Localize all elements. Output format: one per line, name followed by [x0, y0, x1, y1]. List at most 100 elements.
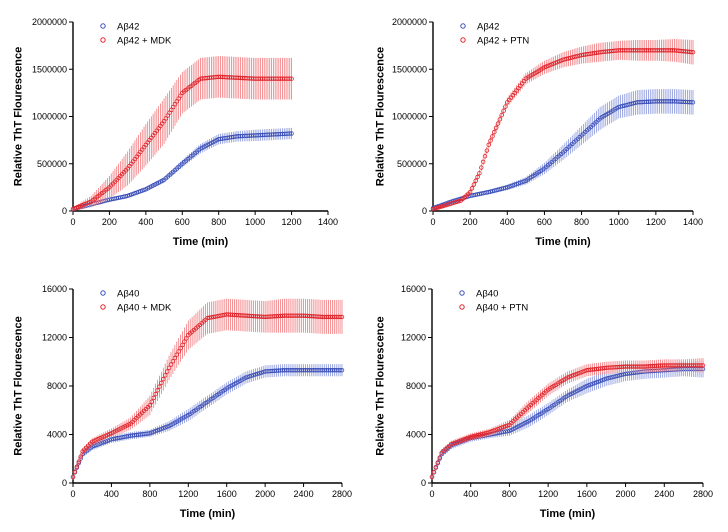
legend-label: Aβ42 + PTN [477, 36, 529, 47]
x-tick-label: 800 [502, 489, 517, 499]
data-point [609, 375, 615, 380]
data-point [586, 383, 591, 388]
legend-marker [100, 304, 106, 310]
data-point [184, 336, 189, 341]
data-point [339, 368, 345, 373]
data-point [76, 459, 81, 464]
data-point [451, 200, 456, 206]
data-point [473, 178, 478, 183]
data-point [482, 153, 488, 159]
y-tick-label: 0 [62, 478, 67, 488]
series-a-42-mdk [70, 56, 294, 212]
data-point [180, 342, 185, 348]
data-point [578, 370, 584, 375]
y-tick-label: 16000 [42, 284, 67, 294]
data-point [611, 374, 617, 379]
data-point [440, 204, 445, 209]
legend-label: Aβ42 [117, 22, 139, 33]
data-point [161, 376, 166, 382]
x-axis-title: Time (min) [173, 236, 229, 248]
x-tick-label: 2000 [255, 489, 275, 499]
data-point [433, 465, 439, 470]
data-point [437, 455, 442, 460]
x-tick-label: 1000 [245, 217, 265, 227]
data-point [698, 363, 704, 368]
data-point [178, 345, 183, 351]
data-point [456, 439, 462, 444]
y-tick-label: 16000 [401, 284, 426, 294]
data-point [613, 374, 619, 379]
data-point [155, 388, 160, 393]
chart-bottom-left: 0 4000 8000 12000 16000 0 400 800 1200 1600 2000 24… [13, 284, 352, 520]
data-point [505, 423, 510, 428]
data-point [503, 185, 508, 191]
x-tick-label: 400 [104, 489, 119, 499]
data-point [247, 374, 252, 379]
y-tick-label: 1500000 [32, 64, 67, 74]
data-point [449, 442, 454, 447]
data-point [598, 378, 603, 384]
y-tick-label: 1000000 [32, 112, 67, 122]
data-point [166, 365, 172, 371]
x-axis-title: Time (min) [180, 508, 236, 520]
series-a-42-ptn [430, 39, 696, 212]
data-point [474, 433, 479, 438]
data-point [487, 429, 493, 435]
x-axis-title: Time (min) [540, 508, 596, 520]
data-point [503, 424, 508, 429]
data-point [157, 384, 162, 389]
x-tick-label: 1200 [282, 217, 302, 227]
data-point [453, 200, 458, 205]
legend-marker [100, 37, 106, 43]
data-point [493, 427, 499, 433]
data-point [605, 376, 611, 381]
data-point [576, 370, 582, 376]
data-point [159, 380, 164, 386]
data-point [482, 431, 487, 436]
data-point [153, 428, 158, 434]
data-point [157, 427, 162, 432]
y-tick-label: 1000000 [392, 112, 427, 122]
data-point [70, 474, 76, 480]
data-point [164, 369, 170, 374]
x-tick-label: 0 [430, 217, 435, 227]
data-point [492, 129, 497, 135]
y-tick-label: 500000 [397, 159, 427, 169]
data-point [454, 439, 460, 445]
data-point [147, 403, 153, 408]
legend-label: Aβ42 [477, 22, 499, 33]
data-point [584, 383, 590, 389]
data-point [594, 380, 599, 385]
legend-marker [100, 23, 106, 29]
data-point [607, 375, 613, 380]
data-point [74, 464, 80, 469]
data-point [590, 381, 595, 387]
x-tick-label: 0 [70, 217, 75, 227]
data-point [495, 121, 501, 126]
data-point [582, 368, 588, 374]
data-point [470, 434, 475, 439]
x-tick-label: 400 [463, 489, 478, 499]
data-point [574, 371, 580, 377]
series-a-40-ptn [429, 358, 706, 480]
data-point [464, 436, 470, 441]
data-point [259, 370, 264, 375]
series-a-40 [70, 364, 345, 480]
data-point [592, 380, 597, 386]
data-point [471, 182, 477, 187]
y-tick-label: 8000 [47, 381, 67, 391]
legend-marker [460, 37, 466, 43]
x-tick-label: 1200 [538, 489, 558, 499]
data-point [151, 395, 156, 401]
y-tick-label: 12000 [401, 333, 426, 343]
x-tick-label: 1400 [683, 217, 703, 227]
data-point [170, 359, 176, 364]
data-point [151, 429, 156, 435]
y-tick-label: 500000 [37, 159, 67, 169]
data-point [257, 371, 262, 376]
data-point [467, 189, 473, 195]
data-point [569, 373, 574, 379]
data-point [602, 377, 607, 382]
data-point [163, 373, 168, 378]
